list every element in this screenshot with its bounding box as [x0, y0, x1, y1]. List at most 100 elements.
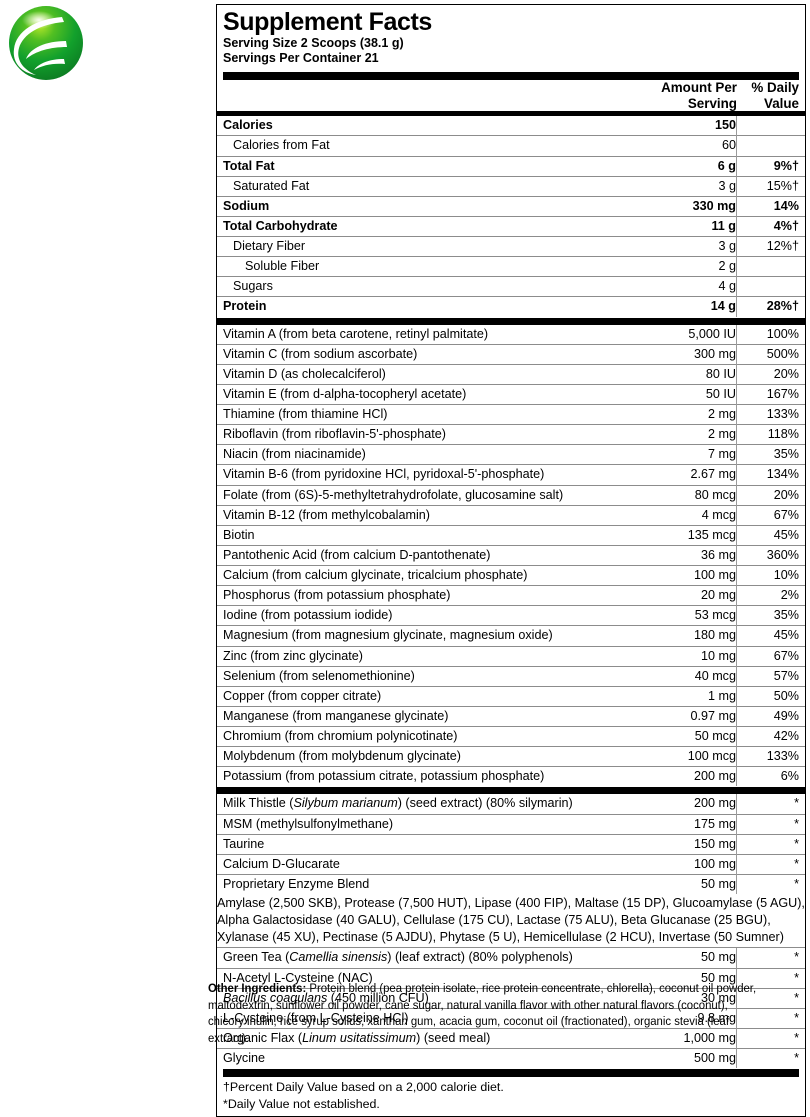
nutrient-daily-value: * — [736, 813, 805, 835]
nutrient-daily-value: * — [736, 1007, 805, 1029]
nutrient-amount: 100 mcg — [644, 746, 737, 767]
nutrient-amount: 100 mg — [644, 853, 737, 875]
nutrient-amount: 4 g — [644, 276, 737, 297]
table-row: Vitamin B-6 (from pyridoxine HCl, pyrido… — [217, 464, 805, 486]
table-row: N-Acetyl L-Cysteine (NAC) 50 mg * — [217, 967, 805, 989]
nutrient-amount: 4 mcg — [644, 504, 737, 526]
nutrient-name: Vitamin B-12 (from methylcobalamin) — [217, 504, 644, 526]
table-row: Selenium (from selenomethionine) 40 mcg 57… — [217, 665, 805, 687]
table-row: Glycine 500 mg * — [217, 1048, 805, 1069]
nutrient-daily-value: 360% — [736, 544, 805, 566]
nutrient-amount: 2.67 mg — [644, 464, 737, 486]
header-rule-thick — [223, 71, 799, 80]
nutrient-daily-value: 118% — [736, 424, 805, 445]
table-row: Molybdenum (from molybdenum glycinate) 10… — [217, 746, 805, 767]
nutrient-amount: 50 IU — [644, 383, 737, 405]
nutrient-amount: 3 g — [644, 175, 737, 197]
table-row: Saturated Fat 3 g 15%† — [217, 175, 805, 197]
nutrient-daily-value: 100% — [736, 324, 805, 345]
nutrient-daily-value: 2% — [736, 585, 805, 606]
table-row: Protein 14 g 28%† — [217, 296, 805, 317]
nutrient-daily-value: * — [736, 947, 805, 969]
nutrient-daily-value: * — [736, 1048, 805, 1069]
col-header-dv-line2: Value — [764, 95, 799, 111]
nutrient-amount: 7 mg — [644, 444, 737, 465]
nutrient-name: Bacillus coagulans (450 million CFU) — [217, 987, 644, 1009]
nutrient-daily-value: 134% — [736, 464, 805, 486]
serving-size: Serving Size 2 Scoops (38.1 g) — [223, 36, 404, 50]
page-title: Supplement Facts — [223, 8, 432, 36]
table-row: Vitamin D (as cholecalciferol) 80 IU 20% — [217, 363, 805, 385]
nutrient-name: Copper (from copper citrate) — [217, 685, 644, 707]
nutrient-amount: 300 mg — [644, 343, 737, 365]
nutrient-amount: 50 mg — [644, 967, 737, 989]
table-row: Vitamin C (from sodium ascorbate) 300 mg 5… — [217, 343, 805, 365]
nutrient-amount: 11 g — [644, 215, 737, 237]
nutrient-amount: 20 mg — [644, 585, 737, 606]
nutrient-name: Niacin (from niacinamide) — [217, 444, 644, 465]
table-row: Potassium (from potassium citrate, potas… — [217, 766, 805, 787]
nutrient-daily-value: 20% — [736, 363, 805, 385]
nutrient-name: Green Tea (Camellia sinensis) (leaf extr… — [217, 947, 644, 969]
nutrient-name: Glycine — [217, 1048, 644, 1069]
col-header-amount-line1: Amount Per — [661, 79, 737, 95]
nutrient-daily-value: 133% — [736, 404, 805, 425]
nutrient-daily-value: * — [736, 873, 805, 895]
nutrient-amount: 200 mg — [644, 766, 737, 787]
nutrient-amount: 60 — [644, 135, 737, 157]
footnote-not-established: *Daily Value not established. — [223, 1096, 380, 1111]
table-row: Riboflavin (from riboflavin-5'-phosphate… — [217, 424, 805, 445]
nutrient-daily-value: * — [736, 987, 805, 1009]
table-row: Milk Thistle (Silybum marianum) (seed ex… — [217, 794, 805, 815]
nutrient-daily-value: * — [736, 833, 805, 855]
nutrient-daily-value: 133% — [736, 746, 805, 767]
nutrient-amount: 150 — [714, 118, 736, 133]
nutrient-name: Vitamin A (from beta carotene, retinyl p… — [223, 326, 489, 341]
nutrient-amount: 50 mg — [644, 873, 737, 895]
nutrient-daily-value: 500% — [736, 343, 805, 365]
other-ingredients-block: Other Ingredients: Protein blend (pea pr… — [208, 980, 766, 1046]
table-row: Iodine (from potassium iodide) 53 mcg 35% — [217, 605, 805, 626]
nutrient-amount: 500 mg — [644, 1048, 737, 1069]
botanical-blend-rows: Milk Thistle (Silybum marianum) (seed ex… — [217, 794, 805, 895]
table-row: Niacin (from niacinamide) 7 mg 35% — [217, 444, 805, 465]
nutrient-daily-value: 15%† — [736, 175, 805, 197]
header-spacer — [223, 80, 645, 96]
table-row: L-Cysteine (from L-Cysteine HCl) 9.8 mg * — [217, 1007, 805, 1029]
nutrient-daily-value: 57% — [736, 665, 805, 687]
nutrient-amount: 200 mg — [693, 796, 736, 811]
nutrient-name: Folate (from (6S)-5-methyltetrahydrofola… — [217, 484, 644, 506]
nutrient-daily-value: 4%† — [736, 215, 805, 237]
nutrient-daily-value: * — [736, 853, 805, 875]
table-row: Total Fat 6 g 9%† — [217, 155, 805, 177]
nutrient-name: Pantothenic Acid (from calcium D-pantoth… — [217, 544, 644, 566]
table-row: Green Tea (Camellia sinensis) (leaf extr… — [217, 947, 805, 969]
nutrient-name: Thiamine (from thiamine HCl) — [217, 404, 644, 425]
nutrient-name: Dietary Fiber — [217, 236, 644, 257]
nutrient-name: Zinc (from zinc glycinate) — [217, 645, 644, 667]
nutrient-amount: 5,000 IU — [688, 326, 736, 341]
nutrient-daily-value: 45% — [736, 524, 805, 546]
nutrient-daily-value: * — [736, 967, 805, 989]
table-row: Vitamin B-12 (from methylcobalamin) 4 mcg… — [217, 504, 805, 526]
brand-logo — [6, 3, 86, 83]
nutrient-name: Selenium (from selenomethionine) — [217, 665, 644, 687]
nutrient-amount: 50 mcg — [644, 726, 737, 747]
table-row: Dietary Fiber 3 g 12%† — [217, 236, 805, 257]
table-row: Manganese (from manganese glycinate) 0.97… — [217, 705, 805, 727]
section-divider-row-2 — [217, 786, 805, 795]
table-row: Calcium D-Glucarate 100 mg * — [217, 853, 805, 875]
table-row: Folate (from (6S)-5-methyltetrahydrofola… — [217, 484, 805, 506]
section-divider-body-2 — [217, 786, 805, 795]
green-sphere-swoosh-icon — [9, 6, 83, 80]
nutrient-name: Vitamin B-6 (from pyridoxine HCl, pyrido… — [217, 464, 644, 486]
nutrient-amount: 175 mg — [644, 813, 737, 835]
enzyme-detail-text: Amylase (2,500 SKB), Protease (7,500 HUT… — [217, 896, 805, 945]
nutrient-amount: 330 mg — [644, 195, 737, 217]
nutrient-daily-value — [736, 116, 805, 136]
table-row: Total Carbohydrate 11 g 4%† — [217, 215, 805, 237]
nutrient-amount: 50 mg — [644, 947, 737, 969]
nutrient-daily-value: 6% — [736, 766, 805, 787]
table-row: Pantothenic Acid (from calcium D-pantoth… — [217, 544, 805, 566]
nutrient-daily-value: 35% — [736, 444, 805, 465]
